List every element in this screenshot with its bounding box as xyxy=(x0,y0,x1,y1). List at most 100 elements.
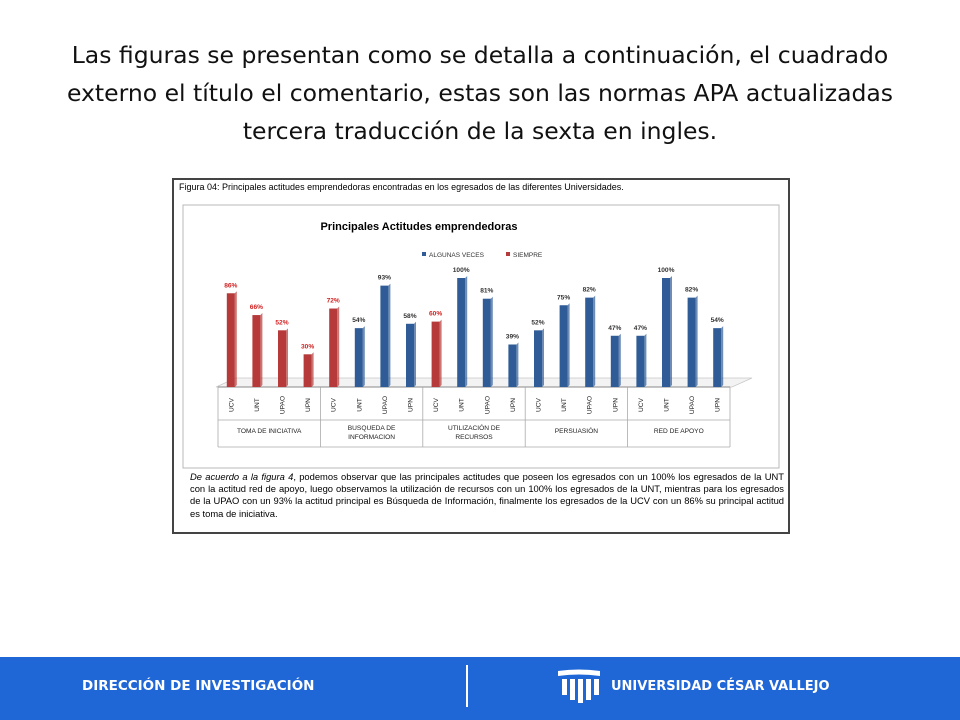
x-tick-label: UPAO xyxy=(484,396,491,414)
legend-label: SIEMPRE xyxy=(513,252,543,259)
bar-side xyxy=(516,342,519,387)
group-label: UTILIZACIÓN DE RECURSOS xyxy=(448,423,501,441)
bar-side xyxy=(593,295,596,387)
bar xyxy=(559,305,568,387)
bar-value-label: 60% xyxy=(429,311,442,318)
group-label: BUSQUEDA DE INFORMACION xyxy=(348,425,396,441)
slide-title: Las figuras se presentan como se detalla… xyxy=(66,41,894,145)
x-tick-label: UPAO xyxy=(280,396,287,414)
bar-side xyxy=(286,328,288,387)
figure-comment: De acuerdo a la figura 4, podemos observ… xyxy=(190,471,784,520)
bar xyxy=(457,278,466,387)
bar-value-label: 72% xyxy=(327,298,340,305)
bar-value-label: 82% xyxy=(685,287,698,294)
bar-value-label: 58% xyxy=(403,313,416,320)
chart-title: Principales Actitudes emprendedoras xyxy=(320,221,517,233)
x-tick-label: UPAO xyxy=(587,396,594,414)
bar-side xyxy=(644,333,647,387)
bar xyxy=(226,293,235,387)
bar-value-label: 66% xyxy=(250,304,263,311)
x-tick-label: UPN xyxy=(408,398,415,412)
bar xyxy=(380,285,389,387)
bar xyxy=(534,330,542,387)
bar-value-label: 52% xyxy=(275,319,288,326)
x-tick-label: UPN xyxy=(510,398,517,412)
bar-value-label: 81% xyxy=(480,288,493,295)
x-tick-label: UPN xyxy=(305,398,312,412)
legend-swatch xyxy=(506,252,510,256)
bar xyxy=(303,354,312,387)
bar xyxy=(354,328,363,387)
bar-side xyxy=(337,306,340,387)
bar xyxy=(713,328,722,387)
x-tick-label: UNT xyxy=(356,398,363,412)
x-tick-label: UNT xyxy=(664,398,671,412)
x-tick-label: UNT xyxy=(459,398,466,412)
bar xyxy=(508,344,517,387)
x-tick-label: UCV xyxy=(433,397,440,412)
footer-divider xyxy=(466,665,468,707)
bar-side xyxy=(388,283,391,387)
x-tick-label: UPN xyxy=(715,398,722,412)
bar-side xyxy=(490,296,493,387)
x-tick-label: UPAO xyxy=(382,396,389,414)
bar-value-label: 52% xyxy=(531,319,544,326)
bar xyxy=(278,330,286,387)
figure-comment-reference: De acuerdo a la figura 4 xyxy=(190,471,294,482)
x-tick-label: UPN xyxy=(612,398,619,412)
bar-value-label: 100% xyxy=(658,267,675,274)
footer-department-label: DIRECCIÓN DE INVESTIGACIÓN xyxy=(82,678,315,694)
footer-university-name: UNIVERSIDAD CÉSAR VALLEJO xyxy=(611,679,830,694)
bar-value-label: 54% xyxy=(711,317,724,324)
bar xyxy=(482,298,491,387)
bar-value-label: 93% xyxy=(378,275,391,282)
bar-side xyxy=(542,328,544,387)
bar xyxy=(636,335,645,387)
bar-chart: Principales Actitudes emprendedoras ALGUN… xyxy=(182,204,780,469)
bar xyxy=(662,278,670,387)
bar xyxy=(252,315,261,387)
bar-value-label: 75% xyxy=(557,294,570,301)
bar-value-label: 30% xyxy=(301,343,314,350)
bar-value-label: 39% xyxy=(506,333,519,340)
bar-side xyxy=(567,303,570,387)
bar-value-label: 54% xyxy=(352,317,365,324)
x-tick-label: UNT xyxy=(254,398,261,412)
bar-side xyxy=(670,276,672,387)
group-label: TOMA DE INICIATIVA xyxy=(237,428,302,435)
bar xyxy=(406,323,414,387)
bar-value-label: 47% xyxy=(608,325,621,332)
bar-value-label: 47% xyxy=(634,325,647,332)
x-tick-label: UPAO xyxy=(689,396,696,414)
bar-side xyxy=(260,313,263,387)
x-tick-label: UCV xyxy=(331,397,338,412)
bar-value-label: 100% xyxy=(453,267,470,274)
legend-swatch xyxy=(422,252,426,256)
bar-value-label: 86% xyxy=(224,282,237,289)
group-label: RED DE APOYO xyxy=(654,428,704,435)
bar-side xyxy=(414,321,416,387)
bar-side xyxy=(465,276,468,387)
bar xyxy=(585,297,594,387)
figure-comment-body: , podemos observar que las principales a… xyxy=(190,471,784,519)
footer-bar: DIRECCIÓN DE INVESTIGACIÓN UNIVERSIDAD C… xyxy=(0,657,960,720)
bar-side xyxy=(721,326,724,387)
bar xyxy=(687,297,696,387)
group-label: PERSUASIÓN xyxy=(555,426,598,435)
x-tick-label: UCV xyxy=(228,397,235,412)
bar-side xyxy=(618,333,621,387)
bar xyxy=(329,308,338,387)
bar-side xyxy=(234,291,237,387)
legend-label: ALGUNAS VECES xyxy=(429,252,485,259)
figure-caption: Figura 04: Principales actitudes emprend… xyxy=(179,182,624,192)
bar xyxy=(431,321,440,387)
bar-side xyxy=(439,319,442,387)
bar xyxy=(610,335,619,387)
bar-side xyxy=(311,352,314,387)
figure-frame: Figura 04: Principales actitudes emprend… xyxy=(172,178,790,534)
bar-value-label: 82% xyxy=(583,287,596,294)
bar-side xyxy=(695,295,698,387)
university-logo-icon xyxy=(558,669,600,703)
x-tick-label: UNT xyxy=(561,398,568,412)
x-tick-label: UCV xyxy=(536,397,543,412)
